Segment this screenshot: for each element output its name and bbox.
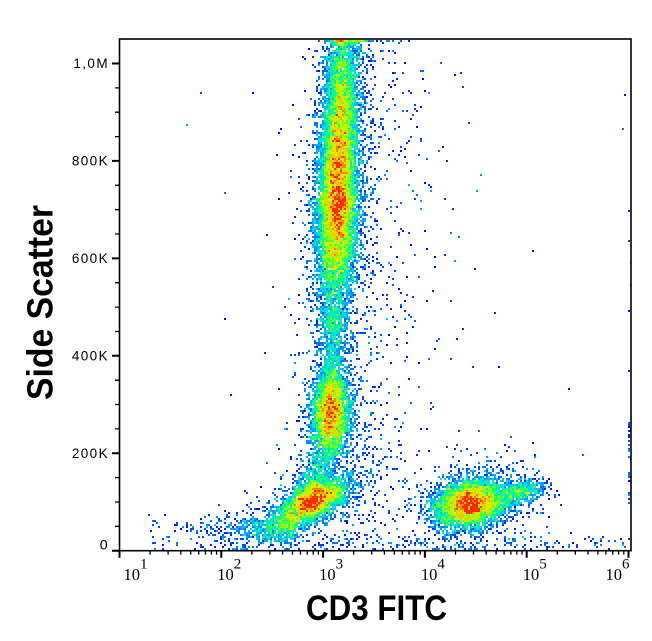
svg-text:CD3 FITC: CD3 FITC (306, 588, 447, 628)
svg-text:600K: 600K (72, 251, 109, 266)
svg-text:Side Scatter: Side Scatter (20, 205, 61, 400)
svg-text:400K: 400K (72, 349, 109, 364)
svg-text:0: 0 (100, 538, 109, 554)
svg-text:800K: 800K (72, 154, 109, 169)
svg-text:200K: 200K (72, 446, 109, 461)
svg-text:1,0M: 1,0M (73, 56, 109, 71)
